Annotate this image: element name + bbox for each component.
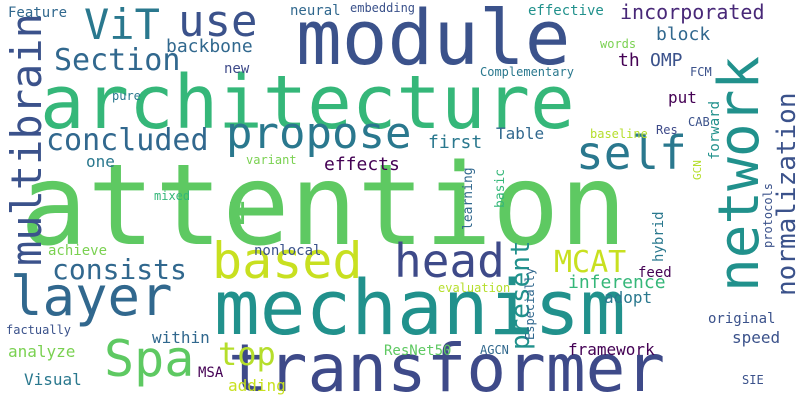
word-res: Res <box>656 123 678 137</box>
word-spa: Spa <box>104 330 195 388</box>
word-protocols: protocols <box>761 182 775 248</box>
word-speed: speed <box>732 328 781 347</box>
word-especially: Especially <box>523 267 537 340</box>
word-variant: variant <box>246 153 297 167</box>
word-evaluation: evaluation <box>438 281 511 295</box>
word-msa: MSA <box>198 365 224 381</box>
word-top: top <box>218 335 276 373</box>
word-complementary: Complementary <box>480 65 574 79</box>
word-transformer: transformer <box>228 330 666 400</box>
word-mechanism: mechanism <box>214 263 626 352</box>
word-backbone: backbone <box>166 36 253 57</box>
word-multibrain: multibrain <box>2 13 51 266</box>
word-section: Section <box>54 43 181 78</box>
word-inference: inference <box>568 272 666 293</box>
word-module: module <box>296 0 571 82</box>
word-head: head <box>394 234 505 288</box>
word-effective: effective <box>528 3 604 19</box>
word-baseline: baseline <box>590 127 648 141</box>
word-network: network <box>707 55 772 292</box>
word-concluded: concluded <box>46 123 209 158</box>
word-use: use <box>178 0 258 47</box>
word-th: th <box>618 50 640 71</box>
word-layer: layer <box>10 265 173 328</box>
word-adopt: adopt <box>604 288 653 307</box>
word-adding: adding <box>228 376 286 395</box>
word-pure: pure <box>112 89 141 103</box>
word-self: self <box>576 126 687 180</box>
word-analyze: analyze <box>8 342 76 361</box>
word-factually: factually <box>6 323 72 337</box>
word-vit: ViT <box>84 0 160 49</box>
word-based: based <box>212 232 363 290</box>
word-hybrid: hybrid <box>651 211 667 262</box>
word-incorporated: incorporated <box>620 0 765 24</box>
word-one: one <box>86 152 115 171</box>
word-attention: attention <box>20 141 627 271</box>
word-nonlocal: nonlocal <box>254 243 322 259</box>
word-learning: learning <box>461 167 476 230</box>
word-words: words <box>600 37 637 51</box>
word-framework: framework <box>568 340 655 359</box>
word-table: Table <box>496 124 545 143</box>
word-resnet50: ResNet50 <box>384 343 452 359</box>
word-gcn: GCN <box>691 160 704 180</box>
word-propose: propose <box>226 108 412 159</box>
word-new: new <box>224 61 250 77</box>
word-embedding: embedding <box>350 1 416 15</box>
word-achieve: achieve <box>48 243 108 259</box>
word-fcm: FCM <box>690 65 712 79</box>
word-first: first <box>428 132 483 153</box>
word-sie: SIE <box>742 373 764 387</box>
word-consists: consists <box>52 253 187 286</box>
word-feed: feed <box>638 265 672 281</box>
word-feature: Feature <box>8 5 68 21</box>
word-original: original <box>708 311 776 327</box>
word-mcat: MCAT <box>554 245 627 280</box>
word-within: within <box>152 328 210 347</box>
word-neural: neural <box>290 3 341 19</box>
word-normalization: normalization <box>772 92 800 297</box>
word-n: N <box>228 197 247 232</box>
word-forward: forward <box>707 100 723 160</box>
word-omp: OMP <box>650 50 683 71</box>
word-mixed: mixed <box>154 189 191 203</box>
word-cab: CAB <box>688 115 710 129</box>
word-architecture: architecture <box>40 60 575 146</box>
word-effects: effects <box>324 154 400 175</box>
word-block: block <box>656 24 711 45</box>
word-put: put <box>668 88 697 107</box>
word-visual: Visual <box>24 370 82 389</box>
word-agcn: AGCN <box>480 343 509 357</box>
word-basic: basic <box>493 168 508 208</box>
